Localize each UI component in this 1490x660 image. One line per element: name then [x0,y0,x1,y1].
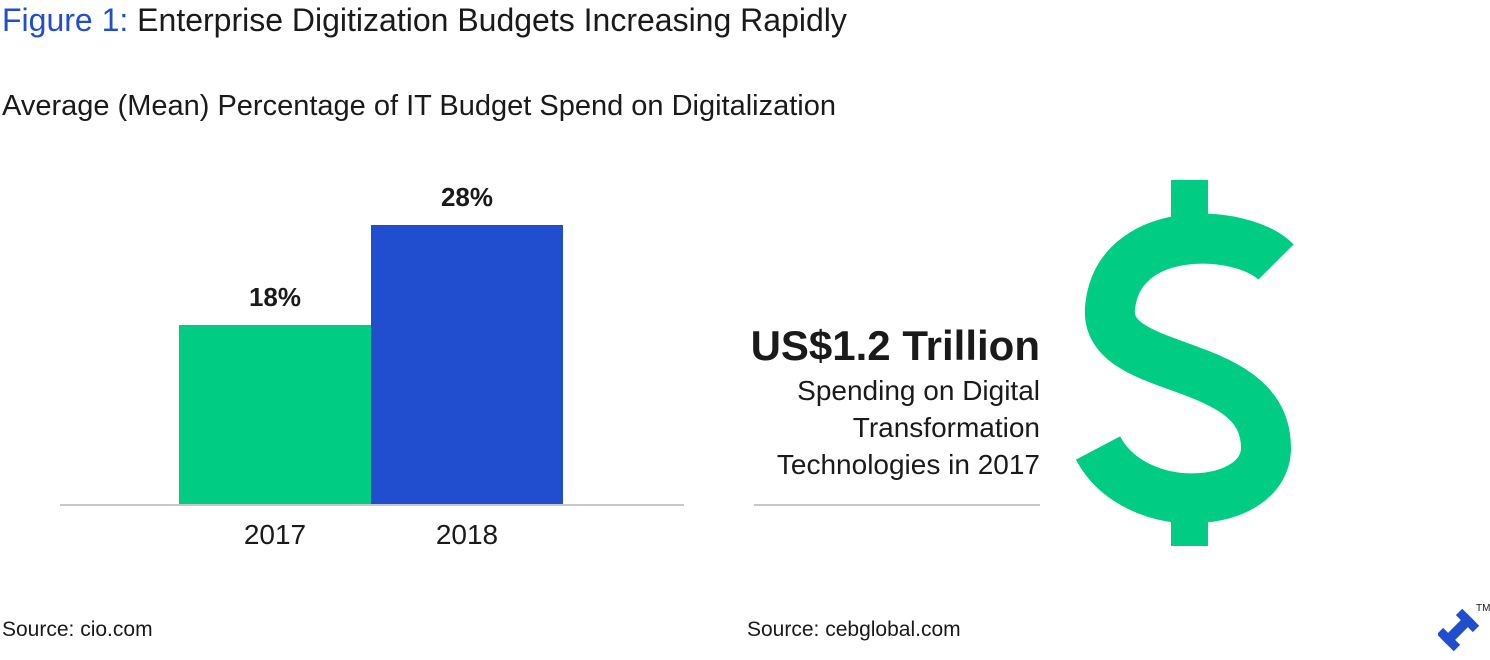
category-label-2018: 2018 [436,519,498,550]
figure-title-text: Enterprise Digitization Budgets Increasi… [137,2,847,38]
figure-label: Figure 1: [2,2,129,38]
bar-2017 [179,325,371,505]
chart-subtitle: Average (Mean) Percentage of IT Budget S… [2,90,837,122]
bar-2018 [371,225,563,505]
source-left: Source: cio.com [2,618,153,641]
stat-description: Spending on Digital Transformation Techn… [776,375,1040,480]
toptal-logo-mark [1438,608,1480,652]
source-right: Source: cebglobal.com [747,618,961,641]
stat-divider [754,504,1040,506]
trademark-mark: TM [1476,603,1490,614]
value-label-2017: 18% [249,282,301,312]
bar-chart: 18% 2017 28% 2018 [60,182,684,550]
labels-layer: 18% 2017 28% 2018 [244,182,498,550]
category-label-2017: 2017 [244,519,306,550]
bars-layer [179,225,563,505]
value-label-2018: 28% [441,182,493,212]
dollar-icon [1075,180,1294,546]
stat-value: US$1.2 Trillion [750,322,1040,369]
dollar-icon-s-curve [1075,213,1294,524]
toptal-logo: TM [1438,603,1490,652]
figure-title: Figure 1: Enterprise Digitization Budget… [2,2,847,38]
